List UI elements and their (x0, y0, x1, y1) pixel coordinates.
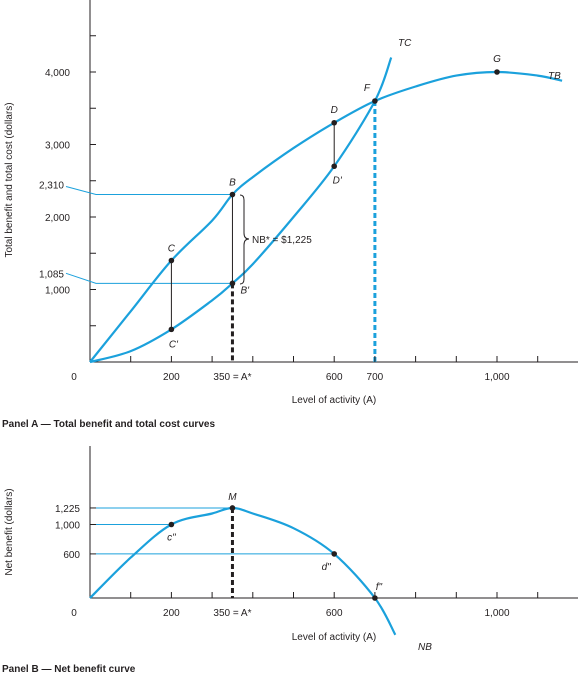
panel-b-title: Panel B — Net benefit curve (2, 664, 136, 674)
x-tick-label-700: 700 (367, 372, 384, 383)
point-label-b: B (229, 178, 236, 189)
x-tick-label-0: 0 (71, 372, 77, 383)
x-tick-label-200: 200 (163, 372, 180, 383)
y-tick-label-1-000: 1,000 (45, 286, 70, 297)
panel-b-x-tick-label-1-000: 1,000 (484, 608, 509, 619)
point-label-d: D' (333, 175, 343, 186)
tb-curve (89, 70, 563, 363)
panel-b-x-tick-label-350-a: 350 = A* (213, 608, 251, 619)
x-tick-label-350-a: 350 = A* (213, 372, 251, 383)
panel-a-guide-lines (65, 186, 233, 284)
panel-b-y-axis-title: Net benefit (dollars) (4, 488, 15, 575)
panel-b-x-tick-label-0: 0 (71, 608, 77, 619)
nb-star-annotation: NB* = $1,225 (252, 235, 312, 246)
guide-line-2310 (65, 186, 233, 196)
panel-a-ticks: 1,000 2,000 3,000 4,000 2,310 1,085 0 200 350 = … (39, 35, 539, 383)
point-b (229, 191, 236, 198)
panel-b-y-tick-label-1-225: 1,225 (55, 504, 80, 515)
y-extra-label-2-310: 2,310 (39, 181, 64, 192)
x-tick-label-600: 600 (326, 372, 343, 383)
point-label-m-b: M (228, 492, 237, 503)
panel-b-x-axis-title: Level of activity (A) (292, 632, 376, 643)
tc-curve-label: TC (398, 38, 412, 49)
tb-curve-label: TB (548, 71, 561, 82)
point-label-c: C (168, 244, 176, 255)
panel-a-y-axis-title: Total benefit and total cost (dollars) (4, 102, 15, 257)
panel-b-y-tick-label-600: 600 (63, 550, 80, 561)
panel-b-curves (89, 506, 397, 636)
tc-curve (89, 57, 393, 364)
panel-b-x-tick-label-200: 200 (163, 608, 180, 619)
y-tick-label-4-000: 4,000 (45, 68, 70, 79)
y-tick-label-2-000: 2,000 (45, 213, 70, 224)
nb-curve-label: NB (418, 642, 432, 653)
point-label-f: F (364, 83, 371, 94)
point-label-g: G (493, 54, 501, 65)
point-label-c-b: c" (167, 533, 176, 544)
panel-a-curves (89, 57, 563, 364)
x-tick-label-1-000: 1,000 (484, 372, 509, 383)
point-d (331, 163, 338, 170)
point-m-b (229, 505, 236, 511)
point-c (168, 326, 175, 333)
panel-a: 1,000 2,000 3,000 4,000 2,310 1,085 0 200 350 = … (2, 0, 578, 430)
point-f-b (372, 595, 378, 601)
panel-a-x-axis-title: Level of activity (A) (292, 395, 376, 406)
point-c-b (168, 521, 175, 528)
panel-b: 600 1,000 1,225 0 200 350 = A* 600 1,000 c" Md" f… (2, 446, 578, 674)
panel-b-y-tick-label-1-000: 1,000 (55, 521, 80, 532)
nb-curve (89, 506, 397, 636)
panel-a-points: C C' B B' D D' F G (168, 54, 501, 350)
point-label-b: B' (240, 285, 250, 296)
y-extra-label-1-085: 1,085 (39, 269, 64, 280)
guide-line-1085 (65, 272, 233, 284)
nb-brace (239, 194, 250, 285)
point-d (331, 119, 338, 126)
panel-b-points: c" Md" f" (167, 492, 383, 601)
panel-a-vertical-gaps (170, 101, 377, 362)
y-tick-label-3-000: 3,000 (45, 141, 70, 152)
point-c (168, 257, 175, 264)
point-label-d-b: d" (322, 562, 332, 573)
point-d-b (331, 551, 338, 557)
point-g (494, 69, 500, 75)
panel-a-title: Panel A — Total benefit and total cost c… (2, 419, 215, 430)
panel-b-ticks: 600 1,000 1,225 0 200 350 = A* 600 1,000 (55, 504, 539, 619)
point-label-d: D (331, 105, 338, 116)
panel-b-x-tick-label-600: 600 (326, 608, 343, 619)
point-b (229, 280, 236, 287)
point-label-c: C' (169, 339, 179, 350)
point-f (372, 98, 378, 104)
point-label-f-b: f" (376, 582, 383, 593)
